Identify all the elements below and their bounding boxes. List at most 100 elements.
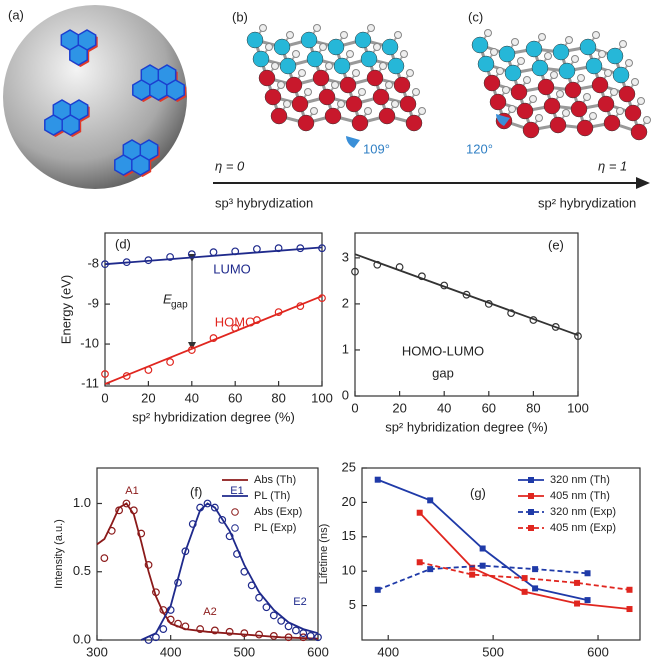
- marker: [277, 616, 286, 625]
- legend-swatch: [528, 493, 534, 499]
- annotation: E: [163, 291, 172, 306]
- x-tick-label: 300: [86, 644, 108, 659]
- atom: [597, 95, 615, 113]
- marker: [484, 300, 493, 308]
- y-tick-label: 1.0: [73, 495, 91, 510]
- annotation: LUMO: [213, 261, 251, 276]
- atom: [612, 66, 630, 84]
- marker: [187, 250, 196, 259]
- marker: [521, 575, 528, 582]
- h-atom: [310, 107, 318, 115]
- h-atom: [325, 62, 333, 70]
- atom: [360, 50, 378, 68]
- atom: [624, 104, 642, 122]
- atom: [537, 78, 555, 96]
- marker: [274, 308, 283, 316]
- h-atom: [610, 88, 618, 96]
- sphere: [3, 5, 187, 189]
- x-tick-label: 400: [160, 644, 182, 659]
- x-tick-label: 20: [141, 390, 155, 405]
- h-atom: [265, 43, 273, 51]
- marker: [210, 503, 219, 512]
- atom: [543, 97, 561, 115]
- marker: [252, 316, 261, 324]
- annotation: HOMO-LUMO: [402, 343, 484, 358]
- x-tick-label: 60: [482, 400, 496, 415]
- x-tick-label: 600: [587, 644, 609, 659]
- marker: [196, 503, 205, 512]
- marker: [626, 586, 633, 593]
- h-atom: [535, 114, 543, 122]
- h-atom: [373, 43, 381, 51]
- atom: [381, 38, 399, 56]
- atom: [333, 57, 351, 75]
- h-atom: [337, 100, 345, 108]
- marker: [440, 281, 449, 290]
- h-atom: [508, 105, 516, 113]
- marker: [144, 561, 153, 569]
- atom: [558, 62, 576, 80]
- y-tick-label: -8: [87, 256, 99, 271]
- marker: [144, 636, 153, 644]
- atom: [606, 47, 624, 65]
- h-atom: [352, 69, 360, 77]
- marker: [296, 244, 305, 253]
- atom: [372, 88, 390, 106]
- marker: [166, 253, 175, 261]
- marker: [209, 334, 218, 342]
- panel-label: (b): [232, 9, 248, 24]
- h-atom: [589, 112, 597, 120]
- atom: [279, 57, 297, 75]
- series-line: [354, 253, 579, 337]
- h-atom: [490, 48, 498, 56]
- h-atom: [400, 50, 408, 58]
- marker: [122, 372, 131, 380]
- atom: [351, 114, 369, 132]
- marker: [188, 520, 197, 528]
- marker: [225, 627, 234, 636]
- panel-label: (f): [190, 484, 202, 499]
- marker: [529, 316, 538, 324]
- plot-frame: [354, 232, 579, 397]
- atom: [258, 69, 276, 87]
- x-tick-label: 100: [567, 400, 589, 415]
- atom: [252, 50, 270, 68]
- series-line: [140, 502, 319, 641]
- marker: [318, 294, 326, 303]
- x-axis-label: sp² hybridization degree (%): [385, 419, 548, 434]
- h-atom: [637, 97, 645, 105]
- h-atom: [550, 71, 558, 79]
- marker: [626, 606, 633, 613]
- marker: [115, 506, 123, 515]
- h-atom: [394, 31, 402, 39]
- x-tick-label: 40: [185, 390, 199, 405]
- atom: [327, 38, 345, 56]
- legend-label: 405 nm (Th): [550, 490, 610, 502]
- marker: [574, 579, 581, 586]
- series-line: [104, 295, 323, 385]
- legend-swatch: [528, 525, 534, 531]
- hexagon: [132, 79, 151, 101]
- y-tick-label: 15: [342, 528, 356, 543]
- atom: [489, 93, 507, 111]
- atom: [579, 38, 597, 56]
- y-tick-label: -11: [81, 375, 99, 390]
- atom: [312, 69, 330, 87]
- marker: [159, 625, 168, 633]
- h-atom: [259, 24, 267, 32]
- x-tick-label: 80: [526, 400, 540, 415]
- atom: [378, 107, 396, 125]
- marker: [209, 248, 218, 257]
- x-tick-label: 100: [311, 390, 333, 405]
- eta-start: η = 0: [215, 158, 245, 173]
- h-atom: [385, 81, 393, 89]
- annotation: gap: [171, 300, 188, 311]
- h-atom: [511, 38, 519, 46]
- marker: [152, 633, 160, 642]
- marker: [166, 358, 175, 366]
- atom: [591, 76, 609, 94]
- atom: [570, 100, 588, 118]
- annotation: HOMO: [215, 314, 255, 329]
- h-atom: [544, 52, 552, 60]
- y-tick-label: 3: [342, 249, 349, 264]
